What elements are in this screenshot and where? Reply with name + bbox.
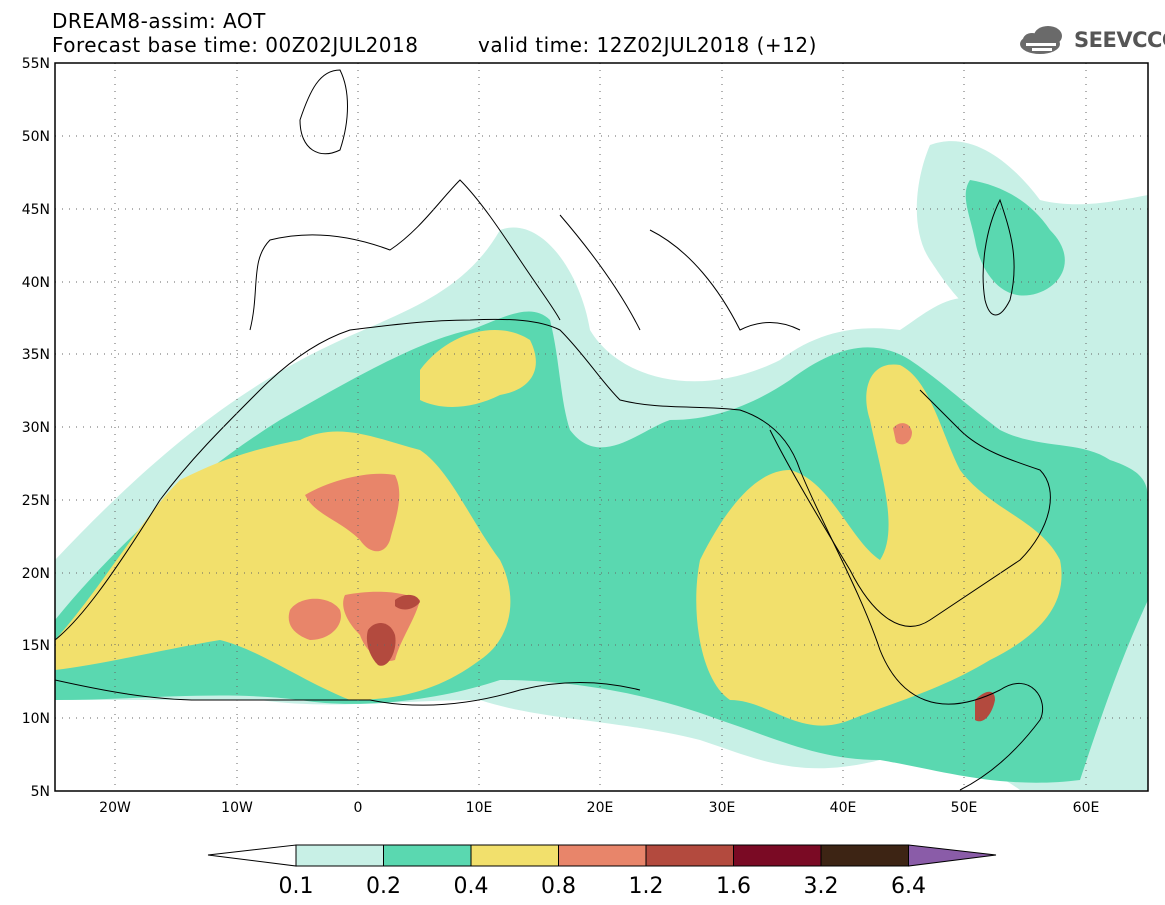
colorbar-tick: 0.1	[279, 874, 314, 899]
colorbar-tick: 0.4	[454, 874, 489, 899]
lon-label: 10W	[221, 800, 253, 816]
aot-band-1.2-1.6-c	[975, 691, 995, 722]
colorbar-bin-0.8-1.2	[558, 844, 647, 867]
lon-label: 50E	[951, 800, 978, 816]
lat-label: 20N	[22, 566, 50, 582]
colorbar-tick: 1.2	[629, 874, 664, 899]
lat-label: 5N	[31, 784, 50, 800]
coastline-caspian	[982, 198, 1015, 316]
lat-label: 35N	[22, 347, 50, 363]
colorbar-under	[207, 844, 297, 867]
lat-label: 45N	[22, 202, 50, 218]
aot-band-1.2-1.6-b	[395, 594, 420, 610]
aot-band-0.4-0.8-east	[696, 364, 1062, 726]
aot-band-0.2-0.4-caspian	[965, 180, 1065, 296]
colorbar-bin-1.6-3.2	[733, 844, 822, 867]
lon-label: 40E	[830, 800, 857, 816]
colorbar-bin-3.2-6.4	[820, 844, 909, 867]
map-title: DREAM8-assim: AOT	[52, 9, 266, 33]
aot-band-0.8-1.2-b	[288, 598, 341, 640]
colorbar	[207, 844, 997, 867]
lat-label: 10N	[22, 711, 50, 727]
coastline-west-africa	[55, 679, 641, 706]
colorbar-bin-0.4-0.8	[470, 844, 559, 867]
logo	[1020, 26, 1062, 54]
colorbar-ticks: 0.1 0.2 0.4 0.8 1.2 1.6 3.2 6.4	[279, 874, 927, 899]
map-frame	[54, 62, 1149, 792]
colorbar-over	[908, 844, 997, 867]
lon-label: 0	[354, 800, 363, 816]
lat-label: 15N	[22, 638, 50, 654]
lon-label: 20W	[99, 800, 131, 816]
lon-label: 30E	[709, 800, 736, 816]
graticule	[55, 63, 1148, 791]
lat-label: 30N	[22, 420, 50, 436]
colorbar-tick: 3.2	[804, 874, 839, 899]
aot-band-1.2-1.6-a	[366, 623, 396, 666]
coastline-europe	[249, 179, 801, 331]
cloud-icon	[1020, 26, 1062, 54]
colorbar-bin-1.2-1.6	[645, 844, 734, 867]
forecast-base-time: Forecast base time: 00Z02JUL2018	[52, 33, 419, 57]
lat-label: 55N	[22, 56, 50, 72]
colorbar-tick: 1.6	[716, 874, 751, 899]
lat-label: 25N	[22, 493, 50, 509]
lon-label: 60E	[1073, 800, 1100, 816]
aot-fields	[55, 141, 1148, 791]
colorbar-tick: 0.8	[541, 874, 576, 899]
lon-axis: 20W 10W 0 10E 20E 30E 40E 50E 60E	[99, 800, 1099, 816]
colorbar-bin-0.2-0.4	[383, 844, 472, 867]
aot-band-0.4-0.8-tunisia	[420, 330, 536, 407]
lon-label: 20E	[587, 800, 614, 816]
lat-label: 50N	[22, 129, 50, 145]
aot-band-0.8-1.2-a	[305, 473, 400, 552]
coastline-uk	[299, 69, 348, 155]
colorbar-tick: 6.4	[891, 874, 926, 899]
lon-label: 10E	[466, 800, 493, 816]
valid-time: valid time: 12Z02JUL2018 (+12)	[478, 33, 817, 57]
colorbar-tick: 0.2	[366, 874, 401, 899]
lat-axis: 55N 50N 45N 40N 35N 30N 25N 20N 15N 10N …	[22, 56, 50, 800]
colorbar-bin-0.1-0.2	[295, 844, 384, 867]
aot-band-0.8-1.2-d	[893, 423, 912, 445]
coastline-arabia	[769, 389, 1051, 627]
logo-text: SEEVCCC	[1074, 28, 1165, 52]
lat-label: 40N	[22, 275, 50, 291]
